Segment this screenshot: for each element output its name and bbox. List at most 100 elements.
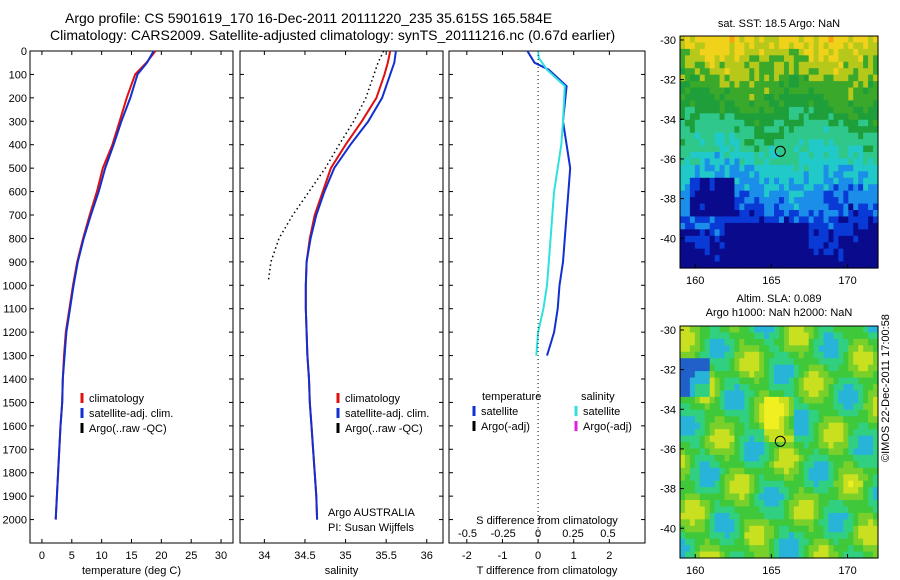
map-cell [714, 326, 721, 334]
legend-header-salinity: salinity [581, 391, 615, 403]
map-cell [793, 358, 800, 366]
map-cell [709, 229, 716, 237]
map-cell [833, 371, 839, 379]
map-cell [744, 467, 750, 475]
map-cell [803, 132, 810, 140]
map-cell [744, 345, 750, 353]
map-cell [704, 132, 711, 140]
map-cell [684, 351, 691, 359]
map-cell [764, 512, 770, 520]
map-cell [808, 235, 815, 243]
map-cell [689, 197, 696, 205]
map-cell [858, 261, 864, 269]
map-cell [734, 480, 740, 488]
map-cell [813, 210, 820, 218]
map-cell [680, 222, 686, 230]
map-cell [818, 403, 825, 411]
map-cell [714, 493, 721, 501]
map-cell [863, 119, 869, 127]
map-cell [828, 190, 835, 198]
map-cell [709, 429, 716, 437]
map-cell [729, 229, 736, 237]
map-cell [868, 480, 874, 488]
map-cell [749, 403, 755, 411]
map-cell [798, 448, 805, 456]
map-cell [868, 94, 874, 102]
map-cell [689, 512, 696, 520]
map-cell [689, 416, 696, 424]
map-cell [818, 190, 825, 198]
map-cell [739, 377, 745, 385]
map-cell [853, 532, 859, 540]
map-cell [764, 422, 770, 430]
map-cell [694, 326, 701, 334]
map-cell [739, 119, 745, 127]
map-cell [848, 139, 854, 147]
map-cell [739, 422, 745, 430]
map-lon-label: 170 [838, 275, 856, 287]
map-cell [793, 377, 800, 385]
map-cell [828, 435, 835, 443]
map-cell [680, 184, 686, 192]
map-cell [709, 480, 716, 488]
map-cell [714, 500, 721, 508]
map-cell [684, 100, 691, 108]
map-cell [734, 487, 740, 495]
map-cell [788, 474, 795, 482]
map-cell [783, 222, 790, 230]
map-cell [818, 81, 825, 89]
map-cell [823, 42, 830, 50]
map-cell [779, 255, 785, 263]
map-cell [729, 351, 736, 359]
map-cell [873, 132, 879, 140]
map-cell [783, 384, 790, 392]
map-cell [719, 229, 726, 237]
map-cell [754, 474, 760, 482]
map-cell [699, 158, 706, 166]
y-tick-label: 1300 [3, 351, 27, 363]
map-cell [803, 235, 810, 243]
map-cell [769, 132, 775, 140]
map-cell [779, 210, 785, 218]
map-cell [684, 403, 691, 411]
map-cell [724, 377, 731, 385]
map-cell [858, 94, 864, 102]
map-cell [754, 113, 760, 121]
map-cell [739, 351, 745, 359]
map-cell [724, 345, 731, 353]
map-cell [680, 435, 686, 443]
map-cell [833, 512, 839, 520]
map-cell [729, 203, 736, 211]
map-cell [729, 545, 736, 553]
map-cell [719, 248, 726, 256]
map-cell [739, 435, 745, 443]
map-cell [739, 512, 745, 520]
map-cell [783, 36, 790, 44]
map-cell [793, 242, 800, 250]
map-cell [774, 42, 780, 50]
map-cell [714, 338, 721, 346]
map-cell [759, 396, 765, 404]
map-cell [724, 61, 731, 69]
map-cell [793, 100, 800, 108]
map-cell [774, 474, 780, 482]
map-cell [868, 68, 874, 76]
map-cell [798, 338, 805, 346]
map-cell [798, 377, 805, 385]
map-cell [843, 371, 849, 379]
map-cell [774, 235, 780, 243]
map-cell [724, 326, 731, 334]
map-cell [798, 81, 805, 89]
map-cell [783, 132, 790, 140]
map-cell [709, 435, 716, 443]
map-cell [793, 493, 800, 501]
map-cell [868, 42, 874, 50]
map-cell [729, 87, 736, 95]
map-cell [684, 364, 691, 372]
map-cell [719, 409, 726, 417]
map-cell [779, 512, 785, 520]
map-cell [868, 429, 874, 437]
map-cell [853, 332, 859, 340]
map-cell [848, 416, 854, 424]
map-cell [873, 409, 879, 417]
